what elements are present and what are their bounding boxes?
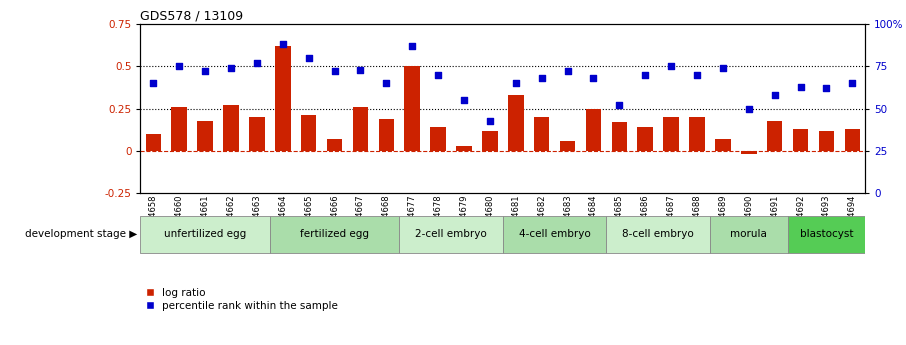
FancyBboxPatch shape [503, 216, 606, 253]
Legend: log ratio, percentile rank within the sample: log ratio, percentile rank within the sa… [146, 288, 338, 311]
Text: GDS578 / 13109: GDS578 / 13109 [140, 10, 244, 23]
Bar [352, 107, 368, 151]
Bar [482, 131, 497, 151]
Point [275, 42, 290, 47]
Point [612, 102, 627, 108]
Bar [404, 66, 420, 151]
Bar [689, 117, 705, 151]
Point [327, 69, 342, 74]
Point [431, 72, 446, 78]
FancyBboxPatch shape [270, 216, 400, 253]
Text: morula: morula [730, 229, 767, 239]
Point [405, 43, 419, 49]
Point [172, 63, 187, 69]
Bar [430, 127, 446, 151]
Point [146, 80, 160, 86]
Point [224, 65, 238, 71]
Bar [171, 107, 187, 151]
Point [508, 80, 523, 86]
Point [198, 69, 212, 74]
Text: fertilized egg: fertilized egg [300, 229, 369, 239]
Bar [585, 109, 602, 151]
Text: 2-cell embryo: 2-cell embryo [415, 229, 487, 239]
Bar [457, 146, 472, 151]
Point [664, 63, 679, 69]
Bar [534, 117, 549, 151]
Point [302, 55, 316, 61]
Bar [223, 105, 239, 151]
Bar [560, 141, 575, 151]
Text: blastocyst: blastocyst [800, 229, 853, 239]
Point [741, 106, 756, 111]
FancyBboxPatch shape [140, 216, 270, 253]
Bar [379, 119, 394, 151]
Point [586, 76, 601, 81]
Bar [844, 129, 860, 151]
Bar [327, 139, 342, 151]
Bar [715, 139, 730, 151]
Point [716, 65, 730, 71]
Bar [275, 46, 291, 151]
FancyBboxPatch shape [710, 216, 787, 253]
Point [794, 84, 808, 89]
FancyBboxPatch shape [606, 216, 710, 253]
Point [767, 92, 782, 98]
Point [689, 72, 704, 78]
Point [535, 76, 549, 81]
FancyBboxPatch shape [400, 216, 503, 253]
Bar [301, 116, 316, 151]
Point [379, 80, 393, 86]
Point [353, 67, 368, 72]
Bar [819, 131, 834, 151]
Point [560, 69, 574, 74]
Text: 8-cell embryo: 8-cell embryo [622, 229, 694, 239]
FancyBboxPatch shape [787, 216, 865, 253]
Point [250, 60, 265, 66]
Bar [249, 117, 265, 151]
Bar [508, 95, 524, 151]
Bar [198, 120, 213, 151]
Bar [741, 151, 757, 154]
Point [457, 97, 471, 103]
Bar [612, 122, 627, 151]
Point [483, 118, 497, 123]
Text: development stage ▶: development stage ▶ [25, 229, 138, 239]
Text: unfertilized egg: unfertilized egg [164, 229, 246, 239]
Text: 4-cell embryo: 4-cell embryo [519, 229, 591, 239]
Bar [663, 117, 679, 151]
Point [638, 72, 652, 78]
Point [819, 86, 834, 91]
Bar [146, 134, 161, 151]
Point [845, 80, 860, 86]
Bar [638, 127, 653, 151]
Bar [793, 129, 808, 151]
Bar [766, 120, 783, 151]
